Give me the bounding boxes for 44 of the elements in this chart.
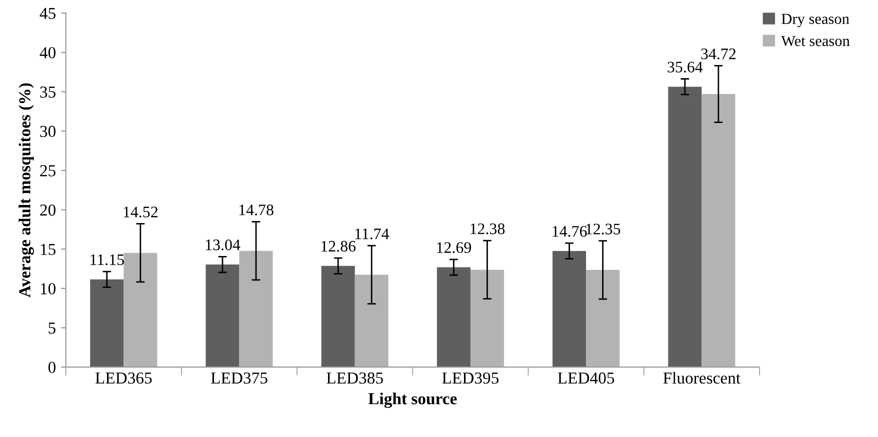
bar <box>124 252 158 368</box>
y-tick-label: 10 <box>40 283 56 294</box>
data-label: 14.78 <box>239 204 274 216</box>
data-label: 13.04 <box>206 239 240 250</box>
bar <box>239 250 273 368</box>
bar <box>470 270 504 368</box>
legend-label: Wet season <box>781 36 850 46</box>
x-tick-label: LED365 <box>95 372 152 384</box>
data-label: 14.52 <box>124 206 158 218</box>
y-tick-label: 35 <box>40 86 56 98</box>
bar <box>552 250 586 368</box>
bar <box>206 264 240 368</box>
x-axis-title: Light source <box>368 392 457 408</box>
bar <box>436 267 470 368</box>
data-label: 35.64 <box>668 62 703 73</box>
x-tick-label: LED395 <box>442 372 499 384</box>
bar <box>702 94 736 368</box>
y-tick-label: 40 <box>40 47 56 58</box>
y-tick-label: 5 <box>48 322 56 334</box>
x-tick-label: LED385 <box>326 372 383 384</box>
bar <box>321 266 355 368</box>
x-tick-label: Fluorescent <box>663 372 740 384</box>
x-tick-label: LED405 <box>558 372 614 384</box>
data-label: 12.35 <box>586 224 620 235</box>
bar <box>668 86 702 368</box>
y-tick-label: 25 <box>40 165 56 176</box>
data-label: 12.86 <box>322 240 356 252</box>
bar <box>586 270 620 368</box>
y-axis-title: Average adult mosquitoes (%) <box>18 83 34 298</box>
y-tick-label: 45 <box>40 8 56 20</box>
bar <box>90 279 124 368</box>
y-tick-label: 0 <box>48 362 56 374</box>
data-label: 12.38 <box>470 223 505 234</box>
x-tick-label: LED375 <box>211 372 268 384</box>
data-label: 12.69 <box>437 242 472 254</box>
data-label: 11.74 <box>355 228 390 240</box>
y-tick-label: 15 <box>40 244 56 256</box>
y-tick-label: 30 <box>40 126 56 138</box>
data-label: 14.76 <box>552 226 587 237</box>
data-label: 11.15 <box>90 254 124 266</box>
y-tick-label: 20 <box>40 204 56 216</box>
bar <box>354 274 388 368</box>
legend-label: Dry season <box>782 14 850 28</box>
data-label: 34.72 <box>701 48 736 60</box>
